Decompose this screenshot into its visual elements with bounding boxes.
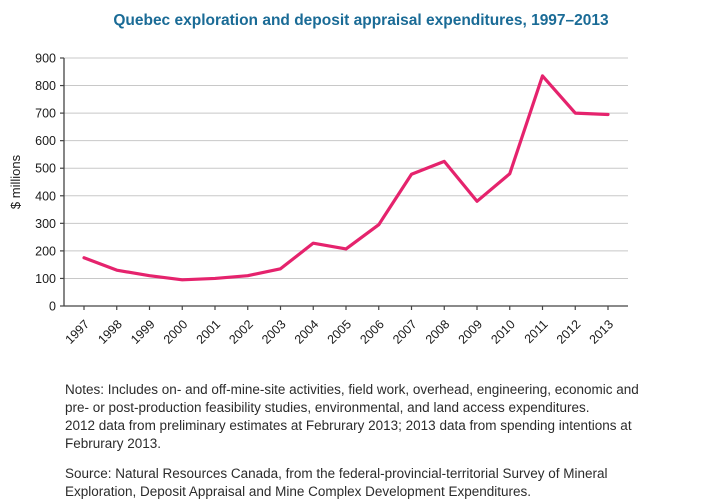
svg-text:2006: 2006 (357, 317, 387, 347)
chart-title: Quebec exploration and deposit appraisal… (113, 12, 609, 29)
svg-text:0: 0 (49, 300, 56, 314)
svg-text:2005: 2005 (325, 317, 355, 347)
svg-text:2008: 2008 (423, 317, 453, 347)
svg-text:1998: 1998 (95, 317, 125, 347)
svg-text:2002: 2002 (226, 317, 256, 347)
notes-line: Februrary 2013. (65, 435, 162, 451)
svg-text:600: 600 (35, 134, 56, 148)
svg-text:800: 800 (35, 79, 56, 93)
svg-text:1999: 1999 (128, 317, 158, 347)
svg-text:2013: 2013 (587, 317, 617, 347)
notes-text: Notes: Includes on- and off-mine-site ac… (65, 381, 685, 453)
svg-text:100: 100 (35, 272, 56, 286)
svg-text:2007: 2007 (390, 317, 420, 347)
svg-text:400: 400 (35, 189, 56, 203)
svg-text:$ millions: $ millions (8, 154, 23, 209)
notes-line: 2012 data from preliminary estimates at … (65, 417, 632, 433)
source-text: Source: Natural Resources Canada, from t… (65, 465, 685, 501)
svg-text:500: 500 (35, 162, 56, 176)
svg-text:2000: 2000 (161, 317, 191, 347)
svg-text:2001: 2001 (194, 317, 224, 347)
svg-text:2003: 2003 (259, 317, 289, 347)
svg-text:300: 300 (35, 217, 56, 231)
source-line: Source: Natural Resources Canada, from t… (65, 465, 608, 481)
line-chart: 0 100 200 300 400 500 600 700 800 900 1997 1998 1999… (4, 38, 722, 375)
svg-text:2010: 2010 (488, 317, 518, 347)
source-line: Exploration, Deposit Appraisal and Mine … (65, 483, 532, 499)
svg-text:2011: 2011 (522, 317, 551, 346)
svg-text:2004: 2004 (292, 317, 322, 347)
svg-text:2009: 2009 (456, 317, 486, 347)
chart-canvas: 0 100 200 300 400 500 600 700 800 900 1997 1998 1999… (8, 52, 628, 347)
notes-line: Notes: Includes on- and off-mine-site ac… (65, 382, 639, 397)
svg-text:2012: 2012 (554, 317, 584, 347)
notes-line: pre- or post-production feasibility stud… (65, 399, 590, 415)
svg-text:700: 700 (35, 107, 56, 121)
svg-text:900: 900 (35, 52, 56, 66)
svg-text:1997: 1997 (63, 317, 93, 347)
svg-text:200: 200 (35, 244, 56, 258)
